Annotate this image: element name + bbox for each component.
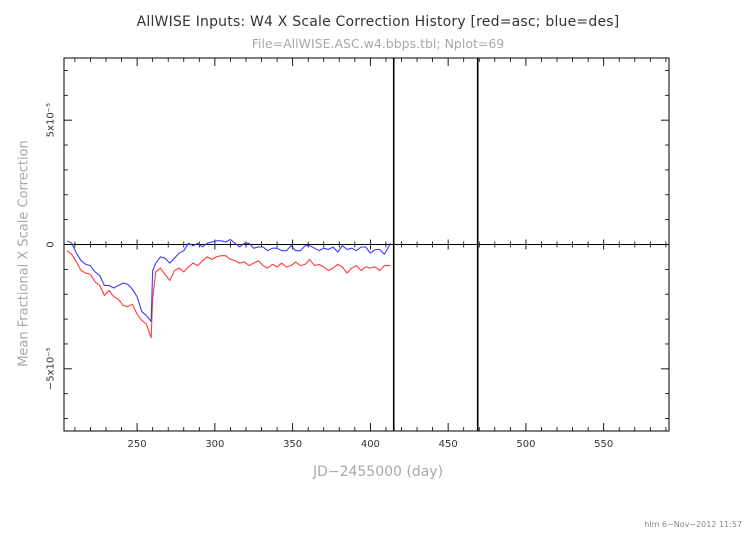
x-tick-label: 450 <box>439 439 458 450</box>
x-tick-label: 250 <box>128 439 147 450</box>
series-line-des <box>66 238 392 323</box>
series-line-asc <box>66 250 391 339</box>
x-tick-label: 550 <box>594 439 613 450</box>
y-tick-label: 0 <box>46 241 57 247</box>
plot-frame <box>63 57 670 432</box>
x-tick-label: 500 <box>516 439 535 450</box>
y-axis-label: Mean Fractional X Scale Correction <box>16 140 32 367</box>
y-tick-label: 5x10⁻⁵ <box>46 103 57 137</box>
chart-subtitle: File=AllWISE.ASC.w4.bbps.tbl; Nplot=69 <box>251 36 505 51</box>
x-tick-label: 350 <box>283 439 302 450</box>
footer-timestamp: hlm 6−Nov−2012 11:57 <box>644 520 742 529</box>
x-axis-label: JD−2455000 (day) <box>312 464 444 480</box>
x-tick-label: 400 <box>361 439 380 450</box>
x-tick-label: 300 <box>205 439 224 450</box>
y-tick-label: −5x10⁻⁵ <box>46 347 57 390</box>
chart-title: AllWISE Inputs: W4 X Scale Correction Hi… <box>136 14 620 30</box>
